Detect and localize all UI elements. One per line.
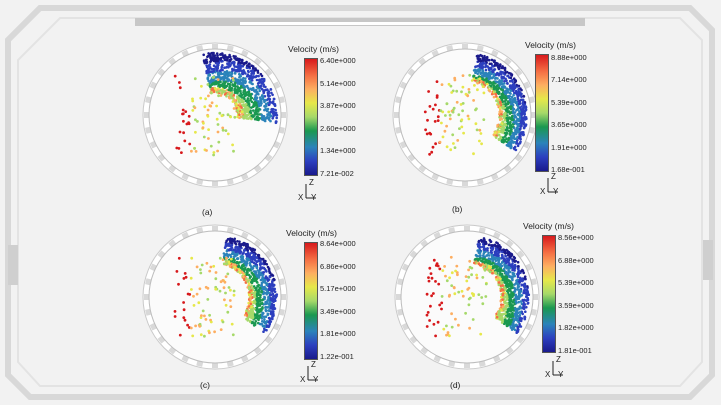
tick-label: 5.14e+000 (320, 79, 356, 88)
axis-z-label: Z (311, 360, 316, 369)
simulation-view-b (392, 42, 538, 188)
panel-caption: (c) (200, 380, 210, 390)
colorbar (535, 54, 549, 172)
axis-z-label: Z (309, 178, 314, 187)
tick-label: 6.88e+000 (558, 256, 594, 265)
tick-label: 6.86e+000 (320, 262, 356, 271)
colorbar (304, 242, 318, 360)
axis-y-label: Y (313, 375, 319, 384)
panel-caption: (a) (202, 207, 213, 217)
axis-triad: Z X Y (300, 360, 326, 386)
panel-caption: (b) (452, 204, 463, 214)
gear-wall (142, 42, 288, 188)
tick-label: 8.56e+000 (558, 233, 594, 242)
legend-title: Velocity (m/s) (523, 221, 575, 231)
tick-label: 3.49e+000 (320, 307, 356, 316)
tick-label: 1.22e-001 (320, 352, 354, 361)
axis-z-label: Z (556, 355, 561, 364)
simulation-view-c (142, 224, 288, 370)
axis-triad: Z X Y (298, 178, 324, 204)
panel-caption: (d) (450, 380, 461, 390)
tick-label: 1.68e-001 (551, 165, 585, 174)
tick-label: 3.87e+000 (320, 101, 356, 110)
axis-x-label: X (545, 370, 551, 379)
axis-x-label: X (300, 375, 306, 384)
tick-label: 3.65e+000 (551, 120, 587, 129)
tick-label: 1.82e+000 (558, 323, 594, 332)
particle-field (423, 53, 528, 156)
simulation-view-a (142, 42, 288, 188)
axis-y-label: Y (311, 193, 317, 202)
axis-x-label: X (540, 187, 546, 196)
particle-field (173, 51, 279, 157)
tick-label: 5.17e+000 (320, 284, 356, 293)
axis-triad: Z X Y (540, 172, 566, 198)
axis-triad: Z X Y (545, 355, 571, 381)
simulation-view-d (394, 224, 540, 370)
legend-title: Velocity (m/s) (525, 40, 577, 50)
tick-label: 6.40e+000 (320, 56, 356, 65)
tick-label: 1.34e+000 (320, 146, 356, 155)
axis-x-label: X (298, 193, 304, 202)
axis-y-label: Y (553, 187, 559, 196)
tick-label: 1.81e+000 (320, 329, 356, 338)
colorbar (304, 58, 318, 176)
axis-z-label: Z (551, 172, 556, 181)
tick-label: 1.81e-001 (558, 346, 592, 355)
axis-y-label: Y (558, 370, 564, 379)
tick-label: 7.21e-002 (320, 169, 354, 178)
tick-label: 5.39e+000 (551, 98, 587, 107)
particle-field (173, 237, 279, 338)
tick-label: 2.60e+000 (320, 124, 356, 133)
colorbar (542, 235, 556, 353)
tick-label: 7.14e+000 (551, 75, 587, 84)
tick-label: 8.88e+000 (551, 53, 587, 62)
tick-label: 5.39e+000 (558, 278, 594, 287)
tick-label: 1.91e+000 (551, 143, 587, 152)
legend-title: Velocity (m/s) (288, 44, 340, 54)
tick-label: 8.64e+000 (320, 239, 356, 248)
legend-title: Velocity (m/s) (286, 228, 338, 238)
tick-label: 3.59e+000 (558, 301, 594, 310)
particle-field (425, 237, 531, 338)
